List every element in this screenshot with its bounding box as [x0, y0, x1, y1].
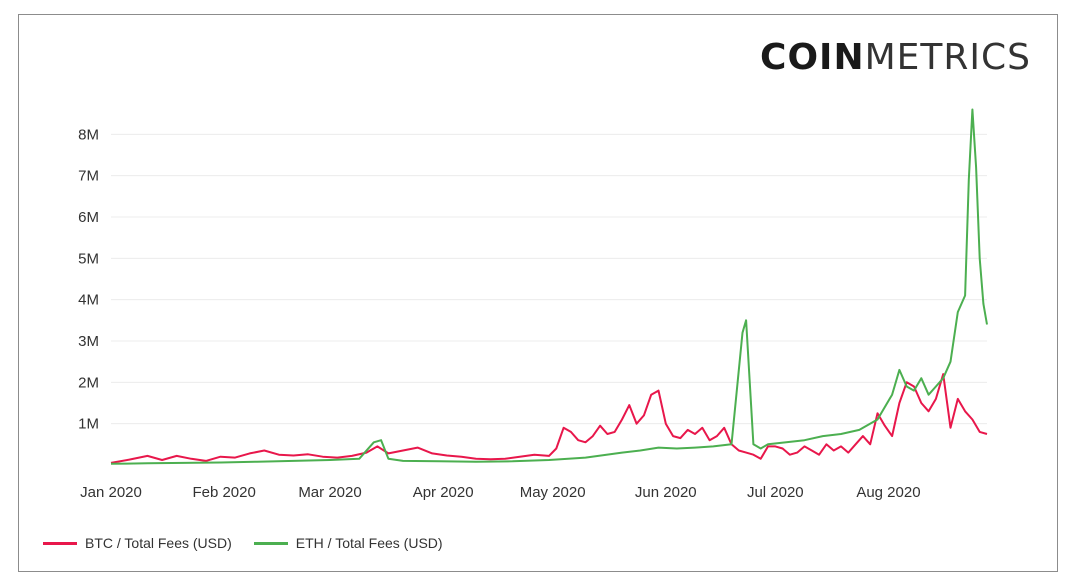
x-tick-label: Jul 2020 — [747, 484, 804, 501]
legend-swatch-btc — [43, 541, 77, 545]
legend-label-eth: ETH / Total Fees (USD) — [295, 535, 443, 551]
legend-item-btc[interactable]: BTC / Total Fees (USD) — [43, 535, 232, 551]
series-line-btc — [110, 373, 988, 464]
y-tick-label: 1M — [78, 416, 99, 433]
x-tick-label: Aug 2020 — [856, 484, 920, 501]
y-tick-label: 6M — [78, 209, 99, 226]
legend-label-btc: BTC / Total Fees (USD) — [85, 535, 232, 551]
logo-light-text: METRICS — [864, 37, 1031, 78]
x-tick-label: Feb 2020 — [192, 484, 255, 501]
x-tick-label: Apr 2020 — [413, 484, 474, 501]
logo-bold-text: COIN — [760, 37, 865, 78]
y-tick-label: 5M — [78, 250, 99, 267]
legend-item-eth[interactable]: ETH / Total Fees (USD) — [253, 535, 443, 551]
y-tick-label: 7M — [78, 168, 99, 185]
y-tick-label: 2M — [78, 374, 99, 391]
coinmetrics-logo: COINMETRICS — [760, 37, 1031, 78]
y-tick-label: 3M — [78, 333, 99, 350]
chart-frame: COINMETRICS 1M 2M 3M 4M 5M 6M 7M 8M Jan 2020 Feb … — [18, 14, 1058, 572]
legend: BTC / Total Fees (USD) ETH / Total Fees … — [43, 535, 443, 551]
x-tick-label: Jun 2020 — [635, 484, 697, 501]
line-chart: 1M 2M 3M 4M 5M 6M 7M 8M Jan 2020 Feb 2020 Mar 2020… — [78, 108, 988, 501]
y-tick-label: 4M — [78, 292, 99, 309]
y-tick-label: 8M — [78, 126, 99, 143]
x-tick-label: May 2020 — [520, 484, 586, 501]
legend-swatch-eth — [253, 541, 288, 545]
x-tick-label: Jan 2020 — [80, 484, 142, 501]
series-line-eth — [110, 108, 988, 465]
x-tick-label: Mar 2020 — [298, 484, 361, 501]
